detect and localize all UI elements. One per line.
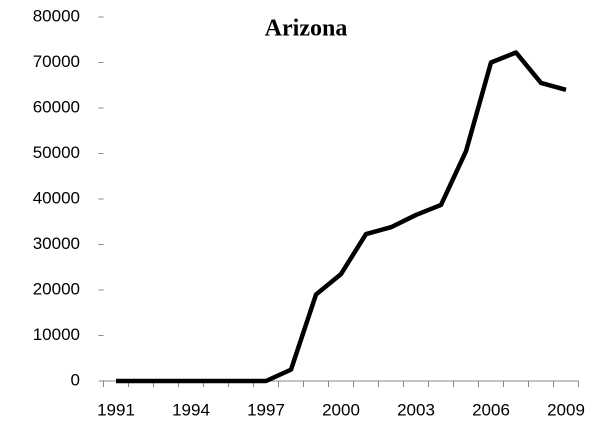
- y-tick-label: 0: [71, 370, 80, 389]
- line-series: [116, 50, 567, 384]
- y-tick-label: 20000: [33, 279, 80, 298]
- y-tick-label: 10000: [33, 325, 80, 344]
- x-tick-label: 1991: [97, 400, 135, 419]
- y-tick-label: 60000: [33, 97, 80, 116]
- x-tick-label: 2003: [397, 400, 435, 419]
- x-tick-label: 2000: [322, 400, 360, 419]
- y-tick-label: 80000: [33, 6, 80, 25]
- x-tick-label: 1994: [172, 400, 210, 419]
- chart-title: Arizona: [265, 16, 348, 42]
- y-tick-label: 70000: [33, 52, 80, 71]
- y-tick-label: 50000: [33, 143, 80, 162]
- x-tick-label: 1997: [247, 400, 285, 419]
- x-tick-label: 2006: [472, 400, 510, 419]
- x-tick-label: 2009: [547, 400, 585, 419]
- y-tick-label: 30000: [33, 234, 80, 253]
- y-tick-label: 40000: [33, 188, 80, 207]
